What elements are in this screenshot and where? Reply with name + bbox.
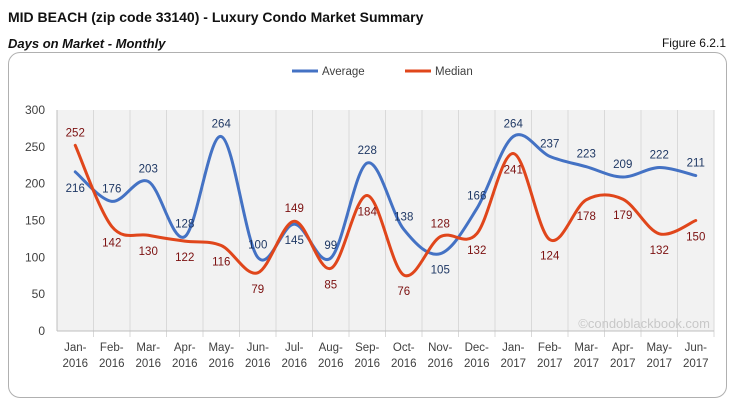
x-tick-label: 2016	[245, 358, 271, 370]
data-label: 132	[650, 245, 669, 257]
y-tick-label: 100	[25, 250, 45, 264]
data-label: 128	[175, 219, 194, 231]
data-label: 116	[212, 257, 230, 269]
x-tick-label: Nov-	[428, 342, 452, 354]
data-label: 76	[397, 286, 410, 298]
data-label: 130	[139, 246, 158, 258]
data-label: 99	[324, 240, 337, 252]
data-label: 211	[687, 158, 705, 170]
y-tick-label: 250	[25, 140, 45, 154]
data-label: 100	[248, 239, 267, 251]
data-label: 264	[504, 119, 524, 131]
legend-label: Median	[435, 66, 473, 78]
data-label: 216	[66, 183, 85, 195]
x-tick-label: Jan-	[502, 342, 525, 354]
data-label: 241	[504, 164, 523, 176]
chart-frame	[8, 52, 727, 398]
chart-subtitle: Days on Market - Monthly	[8, 36, 166, 51]
data-label: 132	[467, 245, 486, 257]
x-tick-label: Feb-	[538, 342, 562, 354]
x-tick-label: 2016	[208, 358, 234, 370]
data-label: 150	[686, 232, 705, 244]
y-tick-label: 300	[25, 103, 45, 117]
data-label: 184	[358, 206, 378, 218]
data-label: 203	[139, 163, 158, 175]
data-label: 252	[66, 127, 85, 139]
data-label: 85	[324, 279, 337, 291]
x-tick-label: Mar-	[574, 342, 598, 354]
chart-title: MID BEACH (zip code 33140) - Luxury Cond…	[8, 9, 424, 25]
x-tick-label: 2016	[99, 358, 125, 370]
x-tick-label: Apr-	[612, 342, 634, 354]
y-tick-label: 50	[32, 287, 46, 301]
data-label: 79	[251, 284, 264, 296]
x-tick-label: Jun-	[247, 342, 270, 354]
x-tick-label: 2016	[135, 358, 161, 370]
x-tick-label: Feb-	[100, 342, 124, 354]
x-tick-label: Jan-	[64, 342, 87, 354]
legend-label: Average	[322, 66, 365, 78]
series-line-median	[73, 143, 698, 278]
x-tick-label: 2017	[537, 358, 563, 370]
figure-number: Figure 6.2.1	[661, 36, 726, 50]
x-tick-label: 2016	[464, 358, 490, 370]
x-tick-label: Sep-	[355, 342, 379, 354]
x-tick-label: 2016	[391, 358, 417, 370]
x-tick-label: 2016	[62, 358, 88, 370]
data-label: 178	[577, 211, 596, 223]
data-label: 222	[650, 149, 669, 161]
data-label: 166	[467, 191, 486, 203]
data-label: 138	[394, 211, 413, 223]
x-tick-label: Mar-	[136, 342, 160, 354]
x-tick-label: 2017	[573, 358, 599, 370]
x-tick-label: 2017	[500, 358, 526, 370]
data-label: 223	[577, 149, 596, 161]
x-tick-label: 2016	[354, 358, 380, 370]
data-label: 145	[285, 235, 304, 247]
y-tick-label: 150	[25, 214, 45, 228]
x-tick-label: 2017	[683, 358, 709, 370]
x-tick-label: Jun-	[685, 342, 708, 354]
y-tick-label: 200	[25, 177, 45, 191]
data-label: 149	[285, 203, 304, 215]
y-tick-label: 0	[38, 324, 45, 338]
data-label: 237	[540, 138, 559, 150]
data-label: 264	[212, 119, 232, 131]
x-tick-label: May-	[646, 342, 672, 354]
x-tick-label: Jul-	[285, 342, 304, 354]
data-label: 124	[540, 251, 560, 263]
x-tick-label: 2017	[646, 358, 672, 370]
x-tick-label: 2016	[318, 358, 344, 370]
data-label: 122	[175, 252, 194, 264]
x-tick-label: 2016	[427, 358, 453, 370]
data-label: 209	[613, 159, 632, 171]
data-label: 228	[358, 145, 377, 157]
x-tick-label: Oct-	[393, 342, 415, 354]
x-tick-label: 2016	[172, 358, 198, 370]
x-tick-label: Dec-	[465, 342, 489, 354]
data-label: 105	[431, 265, 450, 277]
x-tick-label: May-	[208, 342, 234, 354]
x-tick-label: Aug-	[319, 342, 343, 354]
watermark: ©condoblackbook.com	[578, 316, 710, 331]
data-label: 176	[102, 183, 121, 195]
x-tick-label: 2017	[610, 358, 636, 370]
series-line-average	[73, 133, 698, 262]
x-tick-label: Apr-	[174, 342, 196, 354]
data-label: 142	[102, 237, 121, 249]
data-label: 179	[613, 210, 632, 222]
data-label: 128	[431, 219, 450, 231]
x-tick-label: 2016	[281, 358, 307, 370]
